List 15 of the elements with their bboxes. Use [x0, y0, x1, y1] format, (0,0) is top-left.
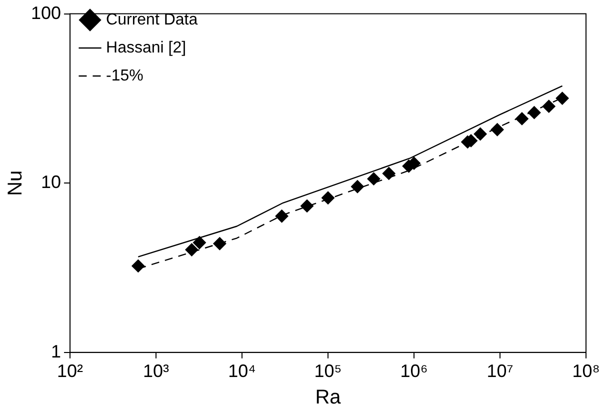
x-tick-label: 10⁸: [572, 361, 600, 382]
y-axis-title: Nu: [4, 170, 27, 196]
y-tick-label: 100: [30, 2, 62, 23]
x-tick-label: 10⁴: [228, 361, 256, 382]
x-tick-label: 10⁷: [486, 361, 514, 382]
x-tick-label: 10³: [143, 361, 170, 382]
legend-label: Current Data: [106, 11, 198, 28]
x-axis-title: Ra: [315, 386, 342, 409]
x-tick-label: 10⁵: [314, 361, 342, 382]
x-tick-label: 10²: [57, 361, 84, 382]
y-tick-label: 1: [51, 341, 62, 362]
x-tick-label: 10⁶: [400, 361, 428, 382]
legend-label: Hassani [2]: [106, 39, 186, 56]
y-tick-label: 10: [41, 172, 62, 192]
legend-label: -15%: [106, 67, 144, 84]
